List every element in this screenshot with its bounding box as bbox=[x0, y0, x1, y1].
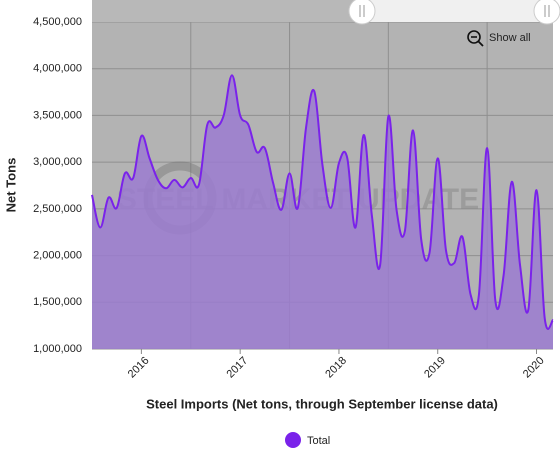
x-tick-label: 2017 bbox=[225, 355, 251, 381]
navigator-range bbox=[92, 0, 362, 22]
x-tick-label: 2016 bbox=[126, 355, 152, 381]
x-tick-label: 2018 bbox=[323, 355, 349, 381]
reset-zoom[interactable]: Show all bbox=[467, 30, 531, 47]
y-tick-label: 2,500,000 bbox=[33, 203, 82, 215]
area-line bbox=[91, 74, 554, 330]
y-tick-label: 1,000,000 bbox=[33, 343, 82, 355]
x-tick-label: 2019 bbox=[422, 355, 448, 381]
y-tick-label: 1,500,000 bbox=[33, 296, 82, 308]
legend-swatch bbox=[285, 432, 301, 448]
area-fill bbox=[92, 75, 553, 350]
x-axis-title: Steel Imports (Net tons, through Septemb… bbox=[146, 396, 498, 411]
reset-zoom-label[interactable]: Show all bbox=[489, 32, 531, 44]
navigator-handle[interactable] bbox=[533, 0, 560, 25]
legend-label: Total bbox=[307, 435, 330, 447]
y-tick-label: 3,000,000 bbox=[33, 156, 82, 168]
y-tick-label: 4,000,000 bbox=[33, 63, 82, 75]
y-tick-label: 3,500,000 bbox=[33, 109, 82, 121]
navigator-handle[interactable] bbox=[348, 0, 376, 25]
y-tick-label: 4,500,000 bbox=[33, 16, 82, 28]
y-tick-label: 2,000,000 bbox=[33, 249, 82, 261]
x-tick-label: 2020 bbox=[521, 355, 547, 381]
y-axis-title: Net Tons bbox=[3, 158, 18, 213]
